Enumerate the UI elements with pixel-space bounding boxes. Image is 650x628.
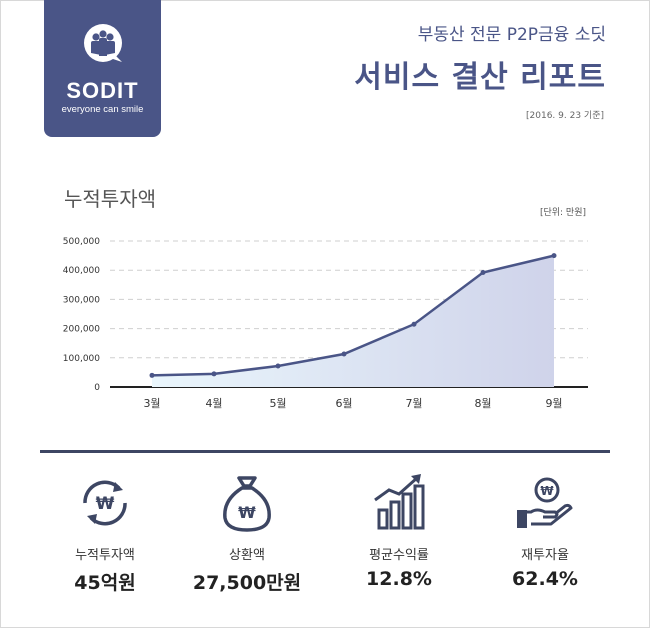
x-tick-label: 4월 (205, 397, 222, 410)
svg-text:₩: ₩ (238, 503, 256, 522)
data-point (149, 372, 155, 378)
chart-title: 누적투자액 (64, 187, 156, 211)
y-tick-label: 500,000 (63, 237, 100, 247)
report-subtitle: 부동산 전문 P2P금융 소딧 (417, 25, 606, 45)
stat-value: 12.8% (366, 568, 432, 590)
stat-reinvestment-rate: ₩ 재투자율 62.4% (470, 472, 620, 590)
stat-value: 27,500만원 (192, 572, 302, 594)
money-bag-icon: ₩ (223, 476, 271, 532)
data-point (341, 351, 347, 357)
brand-logo: SODIT everyone can smile (44, 0, 161, 137)
data-point (211, 371, 217, 377)
stat-label: 재투자율 (521, 548, 569, 563)
stat-label: 평균수익률 (369, 548, 429, 563)
stat-average-return: 평균수익률 12.8% (324, 472, 474, 590)
x-tick-label: 6월 (335, 397, 352, 410)
y-tick-label: 400,000 (63, 266, 100, 276)
brand-tagline: everyone can smile (61, 104, 144, 115)
stat-cumulative-investment: ₩ 누적투자액 45억원 (30, 472, 180, 595)
x-tick-label: 9월 (545, 397, 562, 410)
chart-unit: [단위: 만원] (539, 208, 586, 218)
y-tick-label: 300,000 (63, 295, 100, 305)
stat-label: 누적투자액 (75, 548, 135, 563)
y-tick-label: 100,000 (63, 354, 100, 364)
brand-name: SODIT (66, 78, 139, 103)
data-point (551, 253, 557, 259)
report-title: 서비스 결산 리포트 (354, 60, 606, 95)
area-fill (152, 255, 554, 387)
data-point (411, 321, 417, 327)
y-tick-label: 0 (94, 383, 100, 393)
y-tick-label: 200,000 (63, 325, 100, 335)
section-divider (40, 450, 610, 453)
growth-chart-icon (374, 474, 425, 530)
x-tick-label: 5월 (269, 397, 286, 410)
stat-value: 62.4% (512, 568, 578, 590)
coin-hand-icon: ₩ (517, 477, 573, 528)
stat-repayment: ₩ 상환액 27,500만원 (172, 472, 322, 595)
stat-label: 상환액 (229, 548, 265, 563)
won-cycle-icon: ₩ (83, 480, 127, 526)
x-tick-label: 8월 (474, 397, 491, 410)
sodit-logo-icon (84, 24, 122, 62)
x-tick-label: 7월 (405, 397, 422, 410)
svg-text:₩: ₩ (540, 484, 554, 498)
stat-value: 45억원 (74, 572, 136, 594)
x-tick-label: 3월 (143, 397, 160, 410)
cumulative-investment-chart: 0 100,000 200,000 300,000 400,000 500,000 3월 4… (63, 237, 588, 410)
data-point (480, 270, 486, 276)
data-point (275, 363, 281, 369)
report-date: [2016. 9. 23 기준] (526, 111, 604, 121)
svg-text:₩: ₩ (96, 494, 115, 514)
